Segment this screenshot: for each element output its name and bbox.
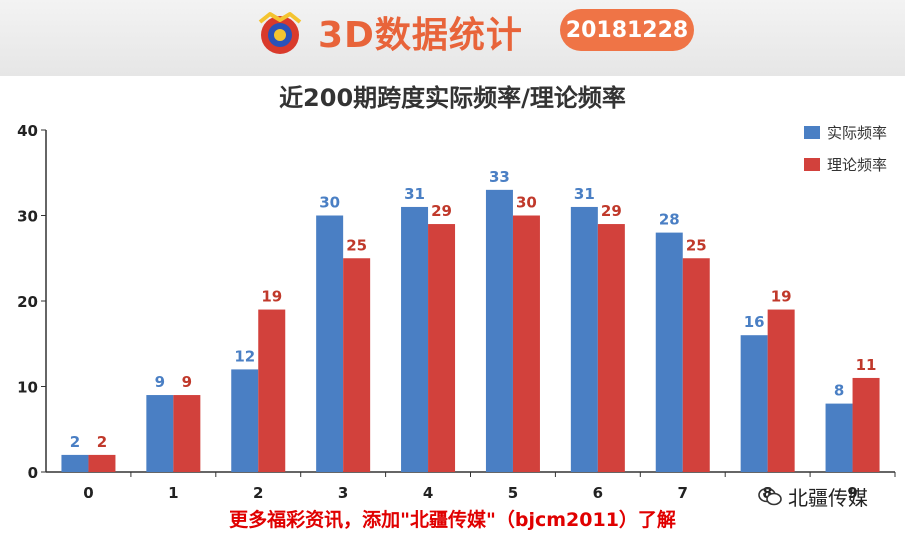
bar-theoretical (512, 215, 540, 472)
x-tick-label: 0 (83, 484, 93, 502)
bar-actual (825, 403, 853, 472)
data-label-theoretical: 19 (771, 288, 792, 306)
logo-icon (258, 12, 302, 54)
bar-actual (316, 215, 344, 472)
data-label-actual: 16 (744, 313, 765, 331)
watermark: 北疆传媒 (758, 482, 868, 511)
wechat-icon (758, 487, 782, 505)
legend-item-theoretical: 理论频率 (804, 148, 887, 180)
bar-theoretical (258, 309, 286, 472)
data-label-actual: 8 (834, 382, 844, 400)
x-tick-label: 3 (338, 484, 348, 502)
y-tick-label: 10 (17, 379, 38, 397)
bar-actual (740, 335, 768, 472)
bar-theoretical (597, 224, 625, 472)
chart-legend: 实际频率 理论频率 (804, 116, 887, 180)
legend-label-actual: 实际频率 (827, 123, 888, 142)
bar-actual (485, 189, 513, 472)
data-label-actual: 12 (234, 347, 255, 365)
y-tick-label: 40 (17, 122, 38, 140)
bar-actual (231, 369, 259, 472)
bar-actual (570, 206, 598, 472)
bar-actual (655, 232, 683, 472)
brand-title: 3D数据统计 (318, 15, 523, 56)
x-tick-label: 8 (762, 484, 772, 502)
y-tick-label: 20 (17, 293, 38, 311)
bar-theoretical (767, 309, 795, 472)
bar-theoretical (428, 224, 456, 472)
x-tick-label: 9 (847, 484, 857, 502)
legend-item-actual: 实际频率 (804, 116, 887, 148)
watermark-text: 北疆传媒 (788, 486, 868, 510)
data-label-actual: 31 (574, 185, 595, 203)
chart-title: 近200期跨度实际频率/理论频率 (279, 84, 626, 112)
footer-note: 更多福彩资讯，添加"北疆传媒"（bjcm2011）了解 (229, 509, 676, 531)
legend-swatch-theoretical (804, 157, 820, 171)
bar-actual (401, 206, 429, 472)
data-label-theoretical: 25 (686, 236, 707, 254)
data-label-actual: 9 (155, 373, 165, 391)
y-tick-label: 30 (17, 208, 38, 226)
x-tick-label: 5 (508, 484, 518, 502)
legend-label-theoretical: 理论频率 (827, 155, 888, 174)
data-label-actual: 31 (404, 185, 425, 203)
bar-theoretical (682, 258, 710, 472)
data-label-theoretical: 11 (856, 356, 877, 374)
bar-actual (61, 454, 89, 472)
bar-actual (146, 395, 174, 472)
data-label-theoretical: 19 (261, 288, 282, 306)
bar-theoretical (343, 258, 371, 472)
data-label-theoretical: 30 (516, 194, 537, 212)
bar-theoretical (173, 395, 201, 472)
data-label-actual: 2 (70, 433, 80, 451)
x-tick-label: 6 (593, 484, 603, 502)
x-tick-label: 4 (423, 484, 433, 502)
data-label-theoretical: 25 (346, 236, 367, 254)
x-tick-label: 1 (168, 484, 178, 502)
y-tick-label: 0 (28, 464, 38, 482)
legend-swatch-actual (804, 125, 820, 139)
data-label-actual: 33 (489, 168, 510, 186)
date-badge: 20181228 (560, 9, 694, 51)
data-label-theoretical: 29 (601, 202, 622, 220)
data-label-actual: 28 (659, 211, 680, 229)
data-label-theoretical: 9 (182, 373, 192, 391)
header-banner: 3D数据统计 20181228 (0, 0, 905, 76)
data-label-theoretical: 29 (431, 202, 452, 220)
bar-theoretical (88, 454, 116, 472)
x-tick-label: 2 (253, 484, 263, 502)
data-label-actual: 30 (319, 194, 340, 212)
x-tick-label: 7 (678, 484, 688, 502)
bar-theoretical (852, 377, 880, 472)
data-label-theoretical: 2 (97, 433, 107, 451)
